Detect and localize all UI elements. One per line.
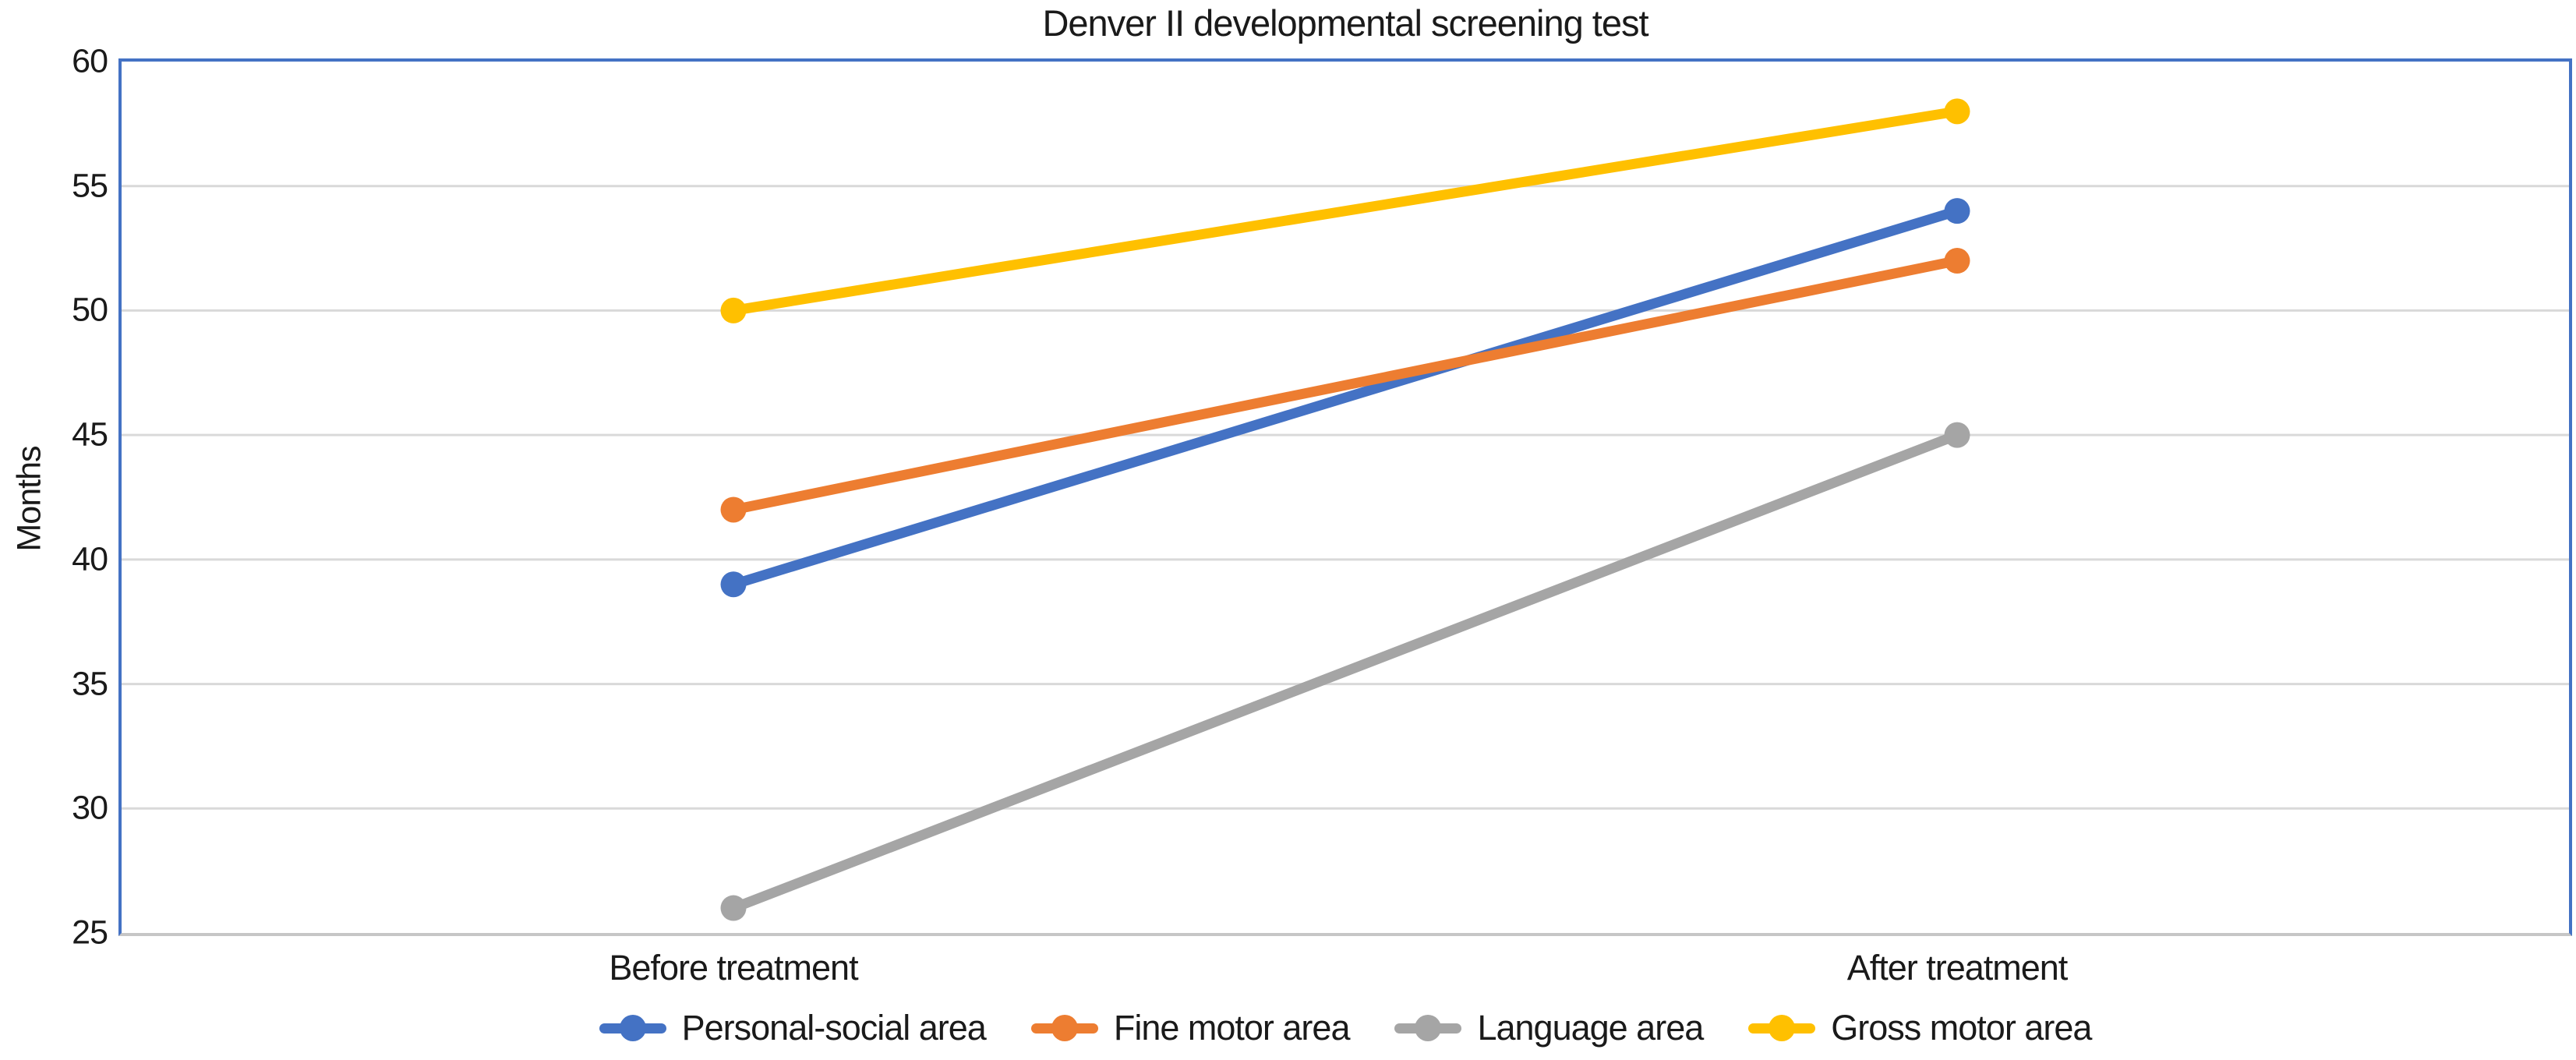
legend-line-marker-icon [1748, 1015, 1816, 1041]
chart-title: Denver II developmental screening test [1042, 2, 1648, 44]
y-tick-label: 35 [72, 665, 108, 703]
series-line [732, 256, 1959, 515]
y-tick-label: 55 [72, 167, 108, 205]
legend-label: Gross motor area [1831, 1008, 2092, 1048]
legend-dot-icon [1769, 1015, 1796, 1041]
legend-line-marker-icon [1030, 1015, 1098, 1041]
x-category-label: Before treatment [609, 948, 858, 988]
legend-item: Personal-social area [599, 1008, 987, 1048]
y-tick-label: 30 [72, 789, 108, 827]
data-point-marker [1944, 248, 1970, 274]
y-axis-title: Months [10, 446, 48, 552]
y-tick-label: 45 [72, 415, 108, 454]
plot-svg [122, 98, 2569, 921]
data-point-marker [1944, 98, 1970, 125]
legend-label: Personal-social area [681, 1008, 987, 1048]
legend: Personal-social area Fine motor area Langu… [118, 1004, 2572, 1052]
data-point-marker [720, 571, 747, 598]
series-line [732, 106, 1959, 316]
legend-label: Fine motor area [1113, 1008, 1351, 1048]
legend-dot-icon [1051, 1015, 1078, 1041]
series-line [731, 430, 1959, 913]
data-point-marker [720, 895, 747, 921]
data-point-marker [1944, 198, 1970, 224]
series-line [732, 206, 1959, 590]
legend-item: Gross motor area [1748, 1008, 2092, 1048]
y-tick-label: 40 [72, 540, 108, 578]
x-category-label: After treatment [1846, 948, 2069, 988]
data-point-marker [720, 297, 747, 323]
plot-area [118, 58, 2572, 936]
y-tick-label: 60 [72, 42, 108, 80]
y-tick-label: 25 [72, 913, 108, 952]
legend-item: Fine motor area [1030, 1008, 1351, 1048]
data-point-marker [1944, 422, 1970, 448]
y-tick-label: 50 [72, 291, 108, 329]
data-point-marker [720, 496, 747, 523]
legend-label: Language area [1477, 1008, 1704, 1048]
legend-line-marker-icon [1394, 1015, 1462, 1041]
legend-dot-icon [1415, 1015, 1442, 1041]
legend-line-marker-icon [599, 1015, 666, 1041]
legend-item: Language area [1394, 1008, 1704, 1048]
legend-dot-icon [619, 1015, 646, 1041]
